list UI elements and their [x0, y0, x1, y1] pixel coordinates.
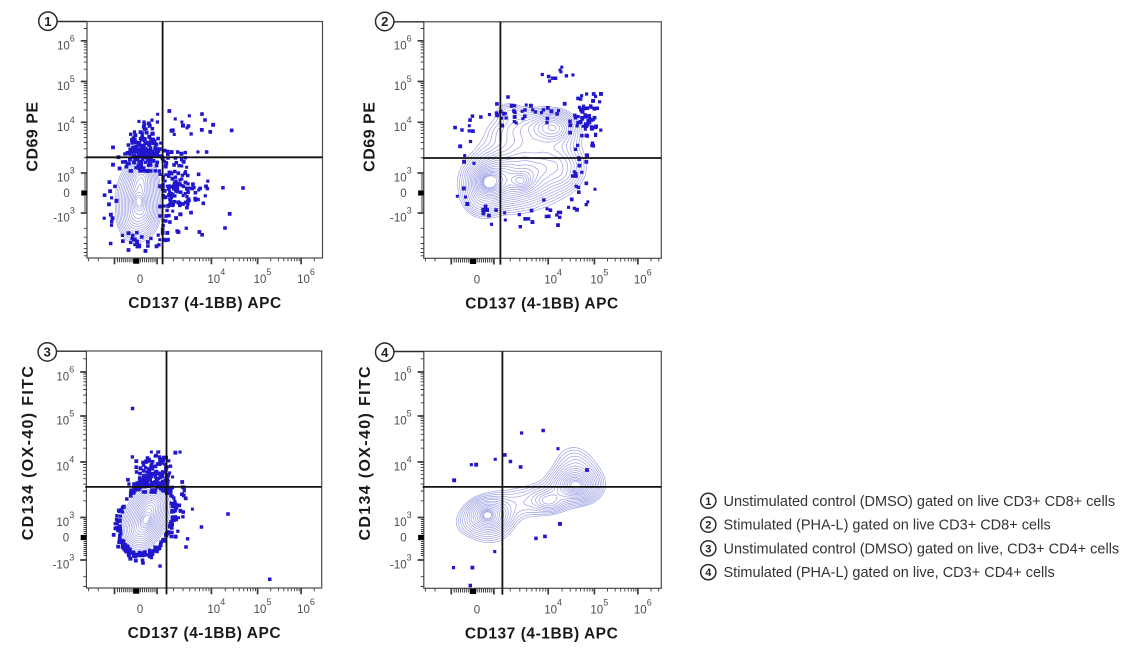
svg-text:CD134 (OX-40) FITC: CD134 (OX-40) FITC — [357, 365, 374, 540]
svg-text:CD134 (OX-40) FITC: CD134 (OX-40) FITC — [20, 365, 37, 540]
svg-text:0: 0 — [63, 533, 69, 545]
svg-text:0: 0 — [137, 274, 143, 286]
svg-text:Stimulated (PHA-L) gated on li: Stimulated (PHA-L) gated on live CD3+ CD… — [724, 518, 1051, 534]
svg-text:CD69 PE: CD69 PE — [25, 101, 42, 171]
svg-text:CD137 (4-1BB) APC: CD137 (4-1BB) APC — [465, 295, 618, 312]
svg-text:0: 0 — [137, 604, 143, 616]
svg-text:0: 0 — [400, 188, 406, 200]
svg-text:CD137 (4-1BB) APC: CD137 (4-1BB) APC — [128, 625, 281, 642]
svg-text:3: 3 — [705, 543, 711, 555]
svg-text:0: 0 — [63, 188, 69, 200]
svg-text:4: 4 — [381, 345, 389, 360]
svg-text:0: 0 — [474, 604, 480, 616]
svg-text:CD137 (4-1BB) APC: CD137 (4-1BB) APC — [128, 295, 281, 312]
svg-text:2: 2 — [705, 520, 711, 532]
svg-text:Unstimulated control (DMSO) ga: Unstimulated control (DMSO) gated on liv… — [724, 494, 1116, 510]
svg-text:0: 0 — [400, 533, 406, 545]
svg-text:CD137 (4-1BB) APC: CD137 (4-1BB) APC — [465, 625, 618, 642]
svg-text:1: 1 — [705, 496, 711, 508]
svg-text:1: 1 — [44, 14, 51, 29]
svg-text:CD69 PE: CD69 PE — [361, 102, 378, 172]
svg-text:4: 4 — [705, 567, 712, 579]
svg-text:Unstimulated control (DMSO) ga: Unstimulated control (DMSO) gated on liv… — [724, 541, 1120, 557]
svg-text:2: 2 — [381, 14, 388, 29]
svg-text:0: 0 — [474, 274, 480, 286]
svg-text:3: 3 — [44, 345, 51, 360]
svg-text:Stimulated (PHA-L) gated on li: Stimulated (PHA-L) gated on live, CD3+ C… — [724, 565, 1055, 581]
